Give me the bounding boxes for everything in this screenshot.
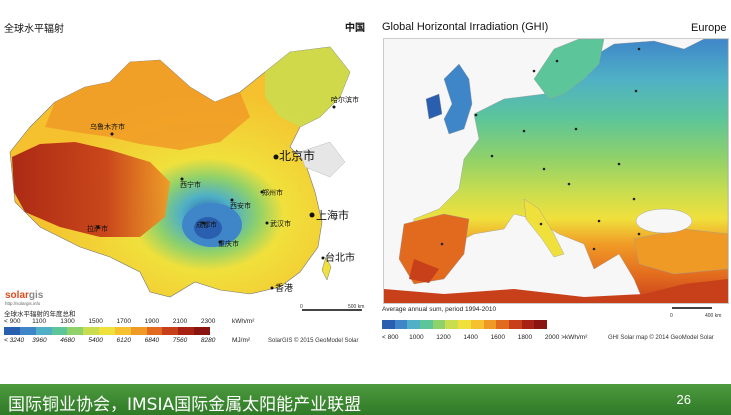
city-label: 重庆市 [218,239,239,248]
europe-city-markers [440,47,641,251]
legend-swatch [496,320,509,329]
legend-swatch [382,320,395,329]
city-label: 成都市 [196,220,217,229]
legend-swatch [521,320,535,329]
city-label: 北京市 [279,148,315,163]
legend-swatch [445,320,459,329]
europe-color-legend [382,320,547,329]
legend-swatch [194,327,210,335]
legend-swatch [394,320,408,329]
city-label: 武汉市 [270,219,291,228]
northwest-zone [45,60,250,150]
legend-swatch [534,320,547,329]
legend-swatch [51,327,68,335]
china-panel: 全球水平辐射 中国 [0,18,373,348]
china-legend-title: 全球水平辐射的年度总和 [4,310,76,318]
legend-swatch [67,327,84,335]
legend-swatch [114,327,131,335]
legend-swatch [162,327,179,335]
china-kwh-ticks: < 900 1100 1300 1500 1700 1900 2100 2300 [4,318,216,325]
legend-swatch [470,320,484,329]
northeast-zone [265,47,350,127]
city-label: 哈尔滨市 [331,95,359,104]
legend-swatch [4,327,20,335]
city-label: 上海市 [316,208,349,222]
footer-bar: 国际铜业协会，IMSIA国际金属太阳能产业联盟 26 [0,384,731,415]
china-color-legend [4,327,210,335]
legend-swatch [146,327,163,335]
europe-legend-caption: Average annual sum, period 1994-2010 [382,306,497,313]
legend-swatch [83,327,100,335]
svg-text:500 km: 500 km [348,304,364,310]
china-map-title: 全球水平辐射 [4,24,64,35]
legend-swatch [178,327,195,335]
europe-credit: GHI Solar map © 2014 GeoModel Solar [608,335,714,341]
scandinavia [533,39,605,100]
europe-map-title: Global Horizontal Irradiation (GHI) [382,21,549,33]
north-africa [384,279,728,303]
europe-solar-map [383,38,729,304]
city-label: 拉萨市 [87,224,108,233]
page-number: 26 [676,392,691,407]
legend-swatch [508,320,522,329]
city-label: 香港 [275,282,293,294]
footer-title: 国际铜业协会，IMSIA国际金属太阳能产业联盟 [8,395,362,415]
svg-text:0: 0 [300,304,303,310]
city-label: 西安市 [230,201,251,210]
legend-swatch [99,327,115,335]
city-label: 西宁市 [180,180,201,189]
legend-swatch [458,320,471,329]
italy [523,198,565,258]
taiwan-island [321,256,332,281]
solargis-logo: solargis http://solargis.info [5,290,47,314]
svg-text:0: 0 [670,313,673,319]
china-credit: SolarGIS © 2015 GeoModel Solar [268,338,359,344]
british-isles [443,63,473,135]
tibet-high-irradiation-zone [12,142,170,237]
legend-swatch [35,327,52,335]
europe-region-label: Europe [691,22,727,34]
europe-panel: Global Horizontal Irradiation (GHI) Euro… [380,18,731,348]
china-city-markers [96,105,336,290]
svg-text:400 km: 400 km [705,313,721,319]
china-region-label: 中国 [345,23,365,34]
legend-swatch [420,320,433,329]
legend-swatch [19,327,36,335]
city-label: 台北市 [325,251,355,264]
china-scale-bar: 0 500 km [300,304,364,311]
city-label: 郑州市 [262,188,283,197]
legend-swatch [483,320,497,329]
europe-legend-ticks: < 800 1000 1200 1400 1600 1800 2000 > [382,334,565,341]
china-mj-unit: MJ/m² [232,337,251,344]
europe-legend-unit: kWh/m² [565,334,588,341]
legend-swatch [130,327,147,335]
china-solar-map: 哈尔滨市 乌鲁木齐市 北京市 西宁市 西安市 郑州市 上海市 拉萨市 成都市 武… [0,32,373,302]
china-kwh-unit: kWh/m² [232,318,255,325]
legend-swatch [432,320,446,329]
legend-swatch [407,320,421,329]
city-label: 乌鲁木齐市 [90,122,125,131]
europe-scale-bar: 0 400 km [670,307,721,319]
china-mj-ticks: < 3240 3960 4680 5400 6120 6840 7560 8280 [4,337,216,344]
